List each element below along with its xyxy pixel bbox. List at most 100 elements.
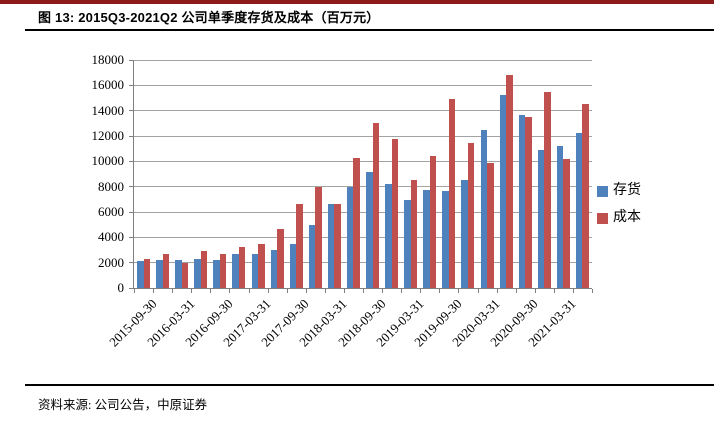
y-axis-tick	[129, 211, 134, 213]
gridline	[134, 160, 592, 162]
x-axis-tick	[229, 289, 231, 293]
y-axis-tick	[129, 84, 134, 86]
x-axis-tick	[553, 289, 555, 293]
x-axis-tick	[458, 289, 460, 293]
bar-cost	[448, 99, 456, 288]
bar-inventory	[442, 191, 449, 288]
bar-inventory	[308, 224, 316, 288]
x-axis-tick	[134, 289, 135, 293]
y-axis-tick-label: 12000	[91, 128, 125, 143]
cost-swatch-icon	[597, 212, 608, 224]
x-axis-tick	[515, 289, 517, 293]
bar-inventory	[251, 253, 258, 288]
bar-cost	[200, 251, 208, 288]
x-axis-tick	[572, 289, 574, 293]
bar-cost	[296, 203, 303, 288]
bar-inventory	[156, 260, 163, 288]
y-axis-tick	[129, 160, 134, 162]
bar-inventory	[289, 243, 297, 288]
gridline	[134, 262, 592, 264]
x-axis-tick	[534, 289, 536, 293]
bar-inventory	[137, 261, 144, 288]
x-axis-tick	[286, 289, 288, 293]
bar-cost	[525, 117, 532, 288]
gridline	[134, 110, 592, 112]
x-axis-tick	[439, 289, 441, 293]
bar-inventory	[232, 253, 239, 288]
x-axis-tick	[401, 289, 403, 293]
y-axis-tick	[129, 262, 134, 264]
x-axis-tick	[172, 289, 174, 293]
bar-inventory	[366, 172, 373, 288]
y-axis-tick-label: 8000	[98, 178, 124, 194]
bar-cost	[487, 163, 494, 288]
bar-inventory	[537, 149, 545, 288]
bar-cost	[582, 103, 589, 288]
x-axis-tick	[363, 289, 364, 293]
inventory-swatch-icon	[597, 185, 608, 197]
y-axis-tick-label: 16000	[91, 77, 125, 93]
bar-cost	[429, 156, 437, 288]
y-axis-tick	[129, 59, 134, 61]
title-separator-line	[25, 29, 714, 31]
bar-cost	[563, 158, 570, 288]
y-axis-tick	[129, 236, 134, 238]
bar-inventory	[461, 179, 468, 288]
bar-cost	[372, 123, 379, 288]
bar-inventory	[575, 132, 583, 288]
source-note: 资料来源: 公司公告，中原证券	[38, 398, 208, 412]
plot-area	[129, 59, 593, 293]
bar-cost	[391, 138, 399, 288]
bar-cost	[181, 262, 189, 288]
bar-cost	[334, 203, 341, 288]
bar-cost	[277, 229, 284, 288]
y-axis-tick-label: 0	[117, 280, 125, 295]
gridline	[134, 84, 592, 86]
x-axis-tick	[496, 289, 498, 293]
y-axis-tick	[129, 135, 134, 137]
bar-inventory	[404, 199, 411, 288]
gridline	[134, 211, 592, 213]
x-axis-tick	[305, 289, 307, 293]
x-axis-tick	[210, 289, 212, 293]
bar-inventory	[346, 186, 354, 288]
gridline	[134, 59, 592, 61]
y-axis-tick	[129, 287, 134, 289]
x-axis-tick	[191, 289, 193, 293]
y-axis-tick-label: 6000	[98, 204, 124, 219]
bar-cost	[353, 158, 360, 288]
top-border-line	[0, 0, 714, 4]
gridline	[134, 186, 592, 188]
y-axis-tick-label: 2000	[98, 254, 124, 270]
bar-cost	[544, 92, 551, 288]
bar-cost	[238, 247, 246, 288]
bar-inventory	[499, 94, 507, 288]
x-axis-tick	[592, 289, 593, 293]
bar-cost	[467, 142, 475, 288]
y-axis-tick-label: 4000	[98, 229, 124, 245]
bar-inventory	[175, 259, 182, 288]
bar-inventory	[518, 115, 526, 288]
legend-item-inventory: 存货	[597, 184, 641, 198]
bar-cost	[162, 254, 170, 288]
x-axis-tick	[477, 289, 479, 293]
gridline	[134, 135, 592, 137]
legend-item-cost: 成本	[597, 211, 641, 225]
bar-inventory	[556, 146, 564, 288]
bar-cost	[219, 254, 227, 288]
x-axis-tick	[324, 289, 326, 293]
bar-inventory	[385, 184, 392, 288]
x-axis-tick	[420, 289, 422, 293]
bar-inventory	[327, 203, 335, 288]
bar-inventory	[423, 189, 430, 288]
footer-separator-line	[25, 384, 714, 386]
gridline	[134, 236, 592, 238]
bar-inventory	[213, 259, 220, 288]
chart-legend: 存货 成本	[597, 184, 641, 238]
figure-title: 图 13: 2015Q3-2021Q2 公司单季度存货及成本（百万元）	[38, 10, 380, 25]
y-axis-tick-label: 10000	[91, 153, 125, 169]
bar-inventory	[194, 258, 201, 288]
bar-cost	[315, 186, 322, 288]
x-axis-tick	[153, 289, 155, 293]
bar-cost	[258, 244, 265, 288]
